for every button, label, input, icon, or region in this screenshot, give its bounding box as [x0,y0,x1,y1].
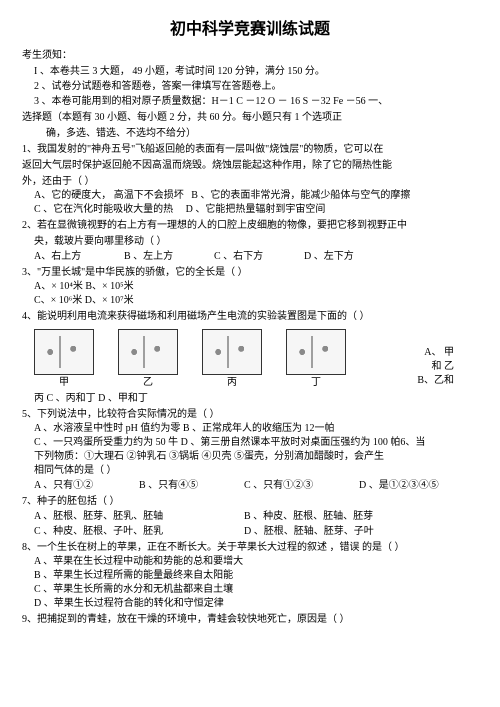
q2-opt-d: D 、左下方 [304,249,354,264]
notice-line-3: 3 、本卷可能用到的相对原子质量数据：H－1 C －12 O － 16 S －3… [34,95,478,109]
q2-opt-a: A、右上方 [34,249,124,264]
section1-head: 选择题（本题有 30 小题、每小题 2 分，共 60 分。每小题只有 1 个选项… [22,111,478,125]
q1-opts-cd: C 、它在汽化时能吸收大量的热 D 、它能把热量辐射到宇宙空间 [34,203,478,217]
fig-ding: 丁 [286,329,346,390]
q6-opts: A 、只有①② B 、只有④⑤ C 、只有①②③ D 、是①②③④⑤ [34,478,478,493]
q1-opts-ab: A、它的硬度大， 高温下不会损坏 B 、它的表面非常光滑，能减少船体与空气的摩擦 [34,189,478,203]
q5-opt-a: A 、水溶液呈中性时 pH 值约为零 B 、正常成年人的收缩压为 12一帕 [34,422,478,436]
q1-opt-a: A、它的硬度大， 高温下不会损坏 [34,189,184,203]
q3-opt-ab: A、× 10⁴米 B、× 10⁵米 [34,280,478,294]
question-9: 9、把捕捉到的青蛙，放在干燥的环境中，青蛙会较快地死亡，原因是（ ） [22,613,478,627]
q6-opt-b: B 、只有④⑤ [139,478,244,493]
q7-opt-c: C 、种皮、胚根、子叶、胚乳 [34,524,244,539]
question-8: 8、一个生长在树上的苹果，正在不断长大。关于苹果长大过程的叙述 ，错误 的是（ … [22,541,478,555]
q8-opt-c: C 、苹果生长所需的水分和无机盐都来自土壤 [34,583,478,597]
question-7: 7、种子的胚包括（ ） [22,495,478,509]
notice-header: 考生须知： [22,48,478,63]
question-1: 1、我国发射的"神舟五号"飞船返回舱的表面有一层叫做"烧蚀层"的物质，它可以在 [22,143,478,157]
q4-figures: 甲 乙 丙 丁 [34,328,478,390]
q4-right-a: A、 甲 [424,346,454,360]
question-2: 2、若在显微镜视野的右上方有一理想的人的口腔上皮细胞的物像，要把它移到视野正中 [22,219,478,233]
q7-opt-d: D 、胚根、胚轴、胚芽、子叶 [244,524,374,539]
q5-opt-d2: 相同气体的是（ ） [34,464,478,478]
fig-jia: 甲 [34,329,94,390]
q4-opt-c: 丙 C 、丙和丁 D 、甲和丁 [34,392,478,406]
q8-opt-a: A 、苹果在生长过程中动能和势能的总和要增大 [34,555,478,569]
q6-opt-a: A 、只有①② [34,478,139,493]
q8-opt-d: D 、苹果生长过程符合能的转化和守恒定律 [34,597,478,611]
q7-opt-b: B 、种皮、胚根、胚轴、胚芽 [244,509,373,524]
fig-bing: 丙 [202,329,262,390]
q7-opts-cd: C 、种皮、胚根、子叶、胚乳 D 、胚根、胚轴、胚芽、子叶 [34,524,478,539]
question-3: 3、"万里长城"是中华民族的骄傲，它的全长是（ ） [22,266,478,280]
q5-opt-c: C 、一只鸡蛋所受重力约为 50 牛 D 、第三册自然课本平放时对桌面压强约为 … [34,436,478,450]
q3-opt-cd: C、× 10⁶米 D、× 10⁷米 [34,294,478,308]
question-1-line3: 外，还由于（ ） [22,175,478,189]
section1-head2: 确，多选、错选、不选均不给分） [46,127,478,141]
q1-opt-d: D 、它能把热量辐射到宇宙空间 [186,203,326,217]
q7-opt-a: A 、胚根、胚芽、胚乳、胚轴 [34,509,244,524]
page-title: 初中科学竞赛训练试题 [22,18,478,42]
q2-opt-b: B 、左上方 [124,249,214,264]
question-2-line2: 央，载玻片要向哪里移动（ ） [34,235,478,249]
q1-opt-b: B 、它的表面非常光滑，能减少船体与空气的摩擦 [191,189,410,203]
q5-opt-d: 下列物质：①大理石 ②钟乳石 ③锅垢 ④贝壳 ⑤蛋壳，分别滴加醋酸时，会产生 [34,450,478,464]
q7-opts-ab: A 、胚根、胚芽、胚乳、胚轴 B 、种皮、胚根、胚轴、胚芽 [34,509,478,524]
q1-opt-c: C 、它在汽化时能吸收大量的热 [34,203,173,217]
notice-line-1: I 、本卷共三 3 大题， 49 小题，考试时间 120 分钟，满分 150 分… [34,65,478,79]
question-1-line2: 返回大气层时保护返回舱不因高温而烧毁。烧蚀层能起这种作用，除了它的隔热性能 [22,159,478,173]
q2-opts: A、右上方 B 、左上方 C 、右下方 D 、左下方 [34,249,478,264]
notice-line-2: 2 、试卷分试题卷和答题卷，答案一律填写在答题卷上。 [34,80,478,94]
fig-yi: 乙 [118,329,178,390]
q8-opt-b: B 、苹果生长过程所需的能量最终来自太阳能 [34,569,478,583]
q4-right-and: 和 乙 [432,360,455,374]
q6-opt-c: C 、只有①②③ [244,478,359,493]
question-4: 4、能说明利用电流来获得磁场和利用磁场产生电流的实验装置图是下面的（ ） [22,310,478,324]
question-5: 5、下列说法中，比较符合实际情况的是（ ） [22,408,478,422]
q4-right-b: B、乙和 [417,374,454,388]
q2-opt-c: C 、右下方 [214,249,304,264]
q6-opt-d: D 、是①②③④⑤ [359,478,439,493]
